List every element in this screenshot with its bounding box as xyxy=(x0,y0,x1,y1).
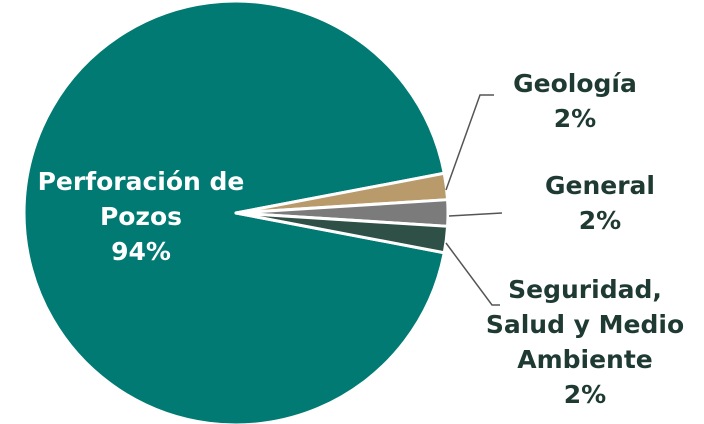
leader-line xyxy=(445,94,494,191)
category-label: Geología xyxy=(513,69,637,98)
slice-label: General 2% xyxy=(515,168,685,238)
value-label: 2% xyxy=(553,104,597,133)
slice-label: Perforación de Pozos 94% xyxy=(36,164,246,269)
leader-line xyxy=(448,212,503,217)
pie-slice xyxy=(234,211,450,255)
category-label: Seguridad, Salud y Medio Ambiente xyxy=(485,275,685,374)
slices xyxy=(22,0,450,424)
value-label: 2% xyxy=(578,206,622,235)
category-label: General xyxy=(545,171,655,200)
slice-label: Geología 2% xyxy=(490,66,660,136)
slice-label: Seguridad, Salud y Medio Ambiente 2% xyxy=(470,272,700,412)
value-label: 2% xyxy=(563,380,607,409)
value-label: 94% xyxy=(111,237,171,266)
leader-line xyxy=(445,242,500,306)
pie-slice xyxy=(22,0,446,424)
category-label: Perforación de Pozos xyxy=(37,167,245,231)
